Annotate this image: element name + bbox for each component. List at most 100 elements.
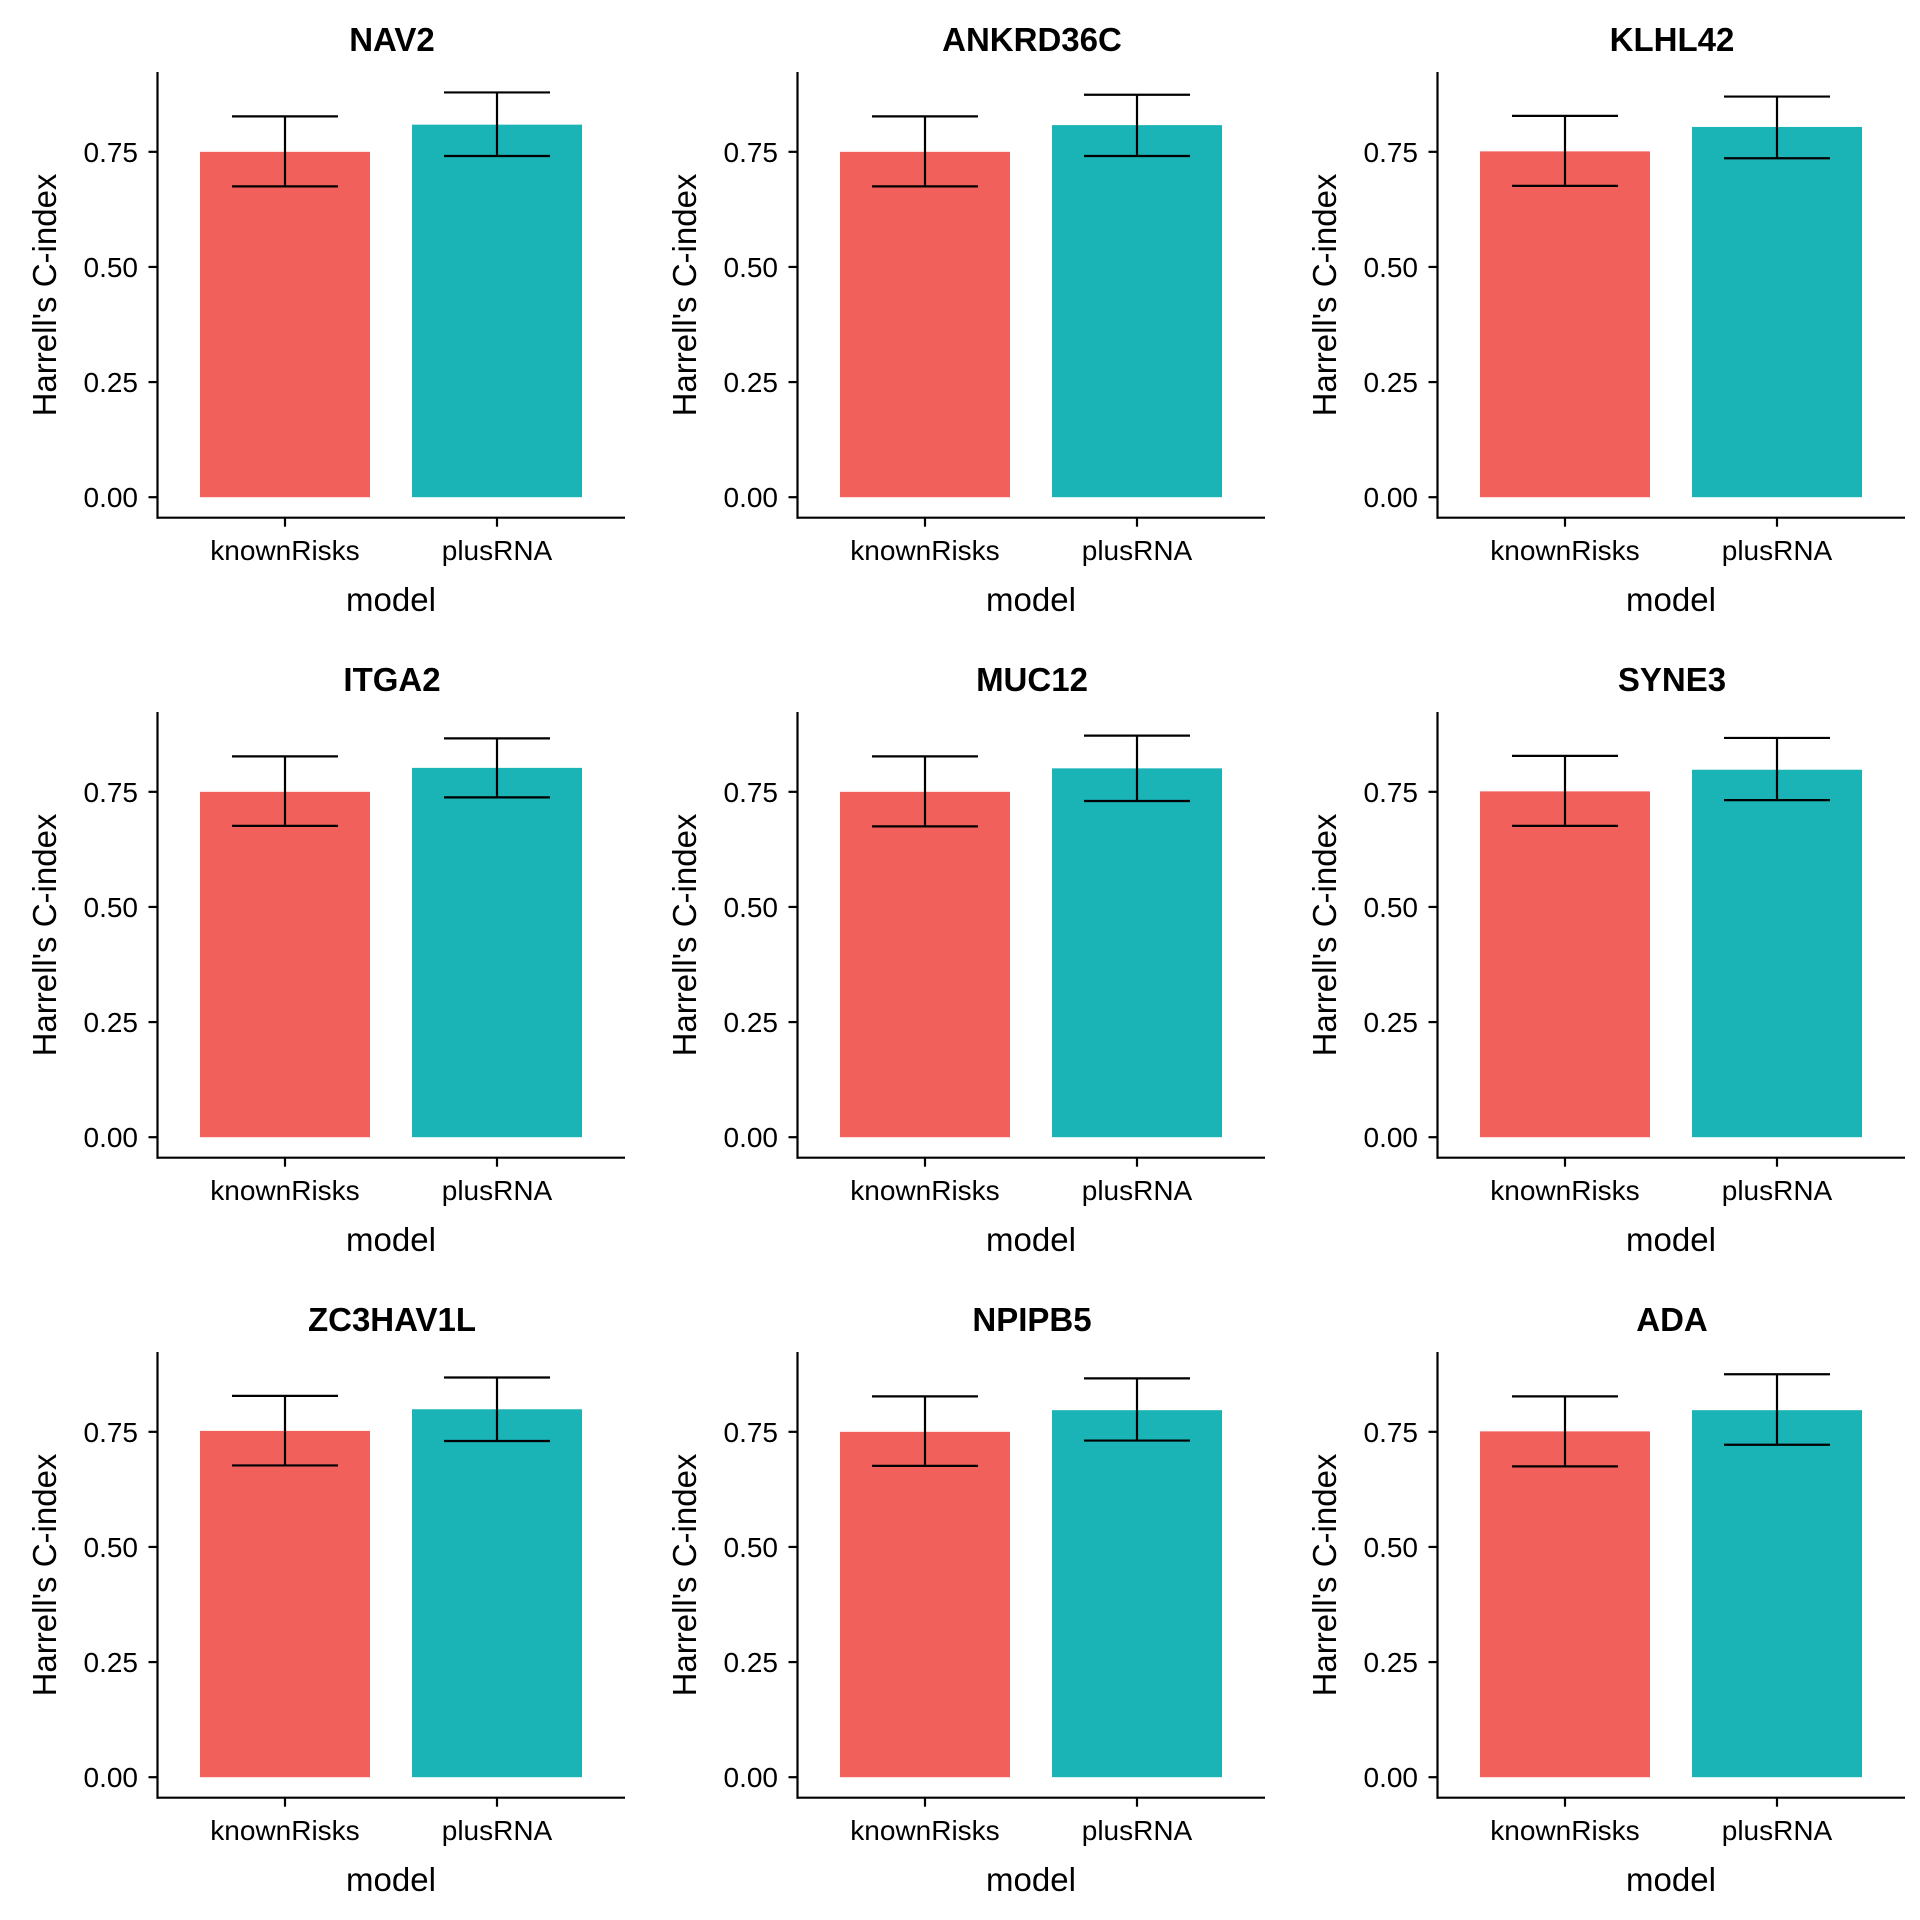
y-tick-label: 0.00: [724, 482, 779, 513]
x-axis-title: model: [1626, 1861, 1716, 1898]
y-tick-label: 0.75: [84, 777, 139, 808]
bar-knownRisks: [1480, 1431, 1650, 1778]
panel-title: NAV2: [349, 21, 435, 58]
y-tick-label: 0.50: [724, 252, 779, 283]
x-tick-label: plusRNA: [1722, 535, 1833, 566]
errorbar-knownRisks: [1512, 754, 1618, 828]
x-tick-label: plusRNA: [442, 535, 553, 566]
panel-title: KLHL42: [1610, 21, 1735, 58]
panel-npipb5: NPIPB5 0.00 0.25 0.50 0.75 knownRisks plusRNAm…: [666, 1301, 1265, 1898]
bar-knownRisks: [840, 1431, 1010, 1778]
errorbar-plusRNA: [1724, 736, 1830, 802]
errorbar-knownRisks: [872, 115, 978, 188]
bar-plusRNA: [1692, 1410, 1862, 1778]
y-tick-label: 0.25: [724, 1647, 779, 1678]
y-tick-label: 0.50: [84, 1532, 139, 1563]
bar-knownRisks: [840, 791, 1010, 1138]
errorbar-knownRisks: [1512, 114, 1618, 188]
x-tick-label: knownRisks: [210, 535, 359, 566]
x-tick-label: plusRNA: [1082, 1815, 1193, 1846]
x-tick-label: knownRisks: [1490, 1175, 1639, 1206]
bar-plusRNA: [1692, 769, 1862, 1138]
errorbar-plusRNA: [444, 91, 550, 158]
y-axis-title: Harrell's C-index: [1306, 1453, 1343, 1696]
errorbar-knownRisks: [232, 1394, 338, 1467]
y-tick-label: 0.00: [84, 1762, 139, 1793]
panel-klhl42: KLHL42 0.00 0.25 0.50 0.75 knownRisks plusRNAm…: [1306, 21, 1905, 618]
y-tick-label: 0.50: [84, 252, 139, 283]
errorbar-plusRNA: [1084, 93, 1190, 158]
y-axis-title: Harrell's C-index: [1306, 173, 1343, 416]
bar-plusRNA: [1052, 125, 1222, 498]
panel-title: ZC3HAV1L: [308, 1301, 476, 1338]
panel-title: ADA: [1636, 1301, 1708, 1338]
bar-knownRisks: [200, 151, 370, 498]
y-tick-label: 0.75: [1364, 777, 1419, 808]
errorbar-plusRNA: [1724, 95, 1830, 160]
x-tick-label: knownRisks: [210, 1175, 359, 1206]
y-axis-title: Harrell's C-index: [26, 173, 63, 416]
y-tick-label: 0.75: [1364, 137, 1419, 168]
y-tick-label: 0.25: [84, 1007, 139, 1038]
bar-knownRisks: [1480, 151, 1650, 498]
x-axis-title: model: [1626, 581, 1716, 618]
x-axis-title: model: [346, 1221, 436, 1258]
errorbar-plusRNA: [1084, 1377, 1190, 1442]
errorbar-knownRisks: [232, 115, 338, 188]
y-axis-title: Harrell's C-index: [666, 813, 703, 1056]
y-tick-label: 0.00: [1364, 482, 1419, 513]
y-tick-label: 0.75: [1364, 1417, 1419, 1448]
y-axis-title: Harrell's C-index: [26, 1453, 63, 1696]
errorbar-plusRNA: [1084, 734, 1190, 803]
panel-ada: ADA 0.00 0.25 0.50 0.75 knownRisks plusRNAmode…: [1306, 1301, 1905, 1898]
panel-nav2: NAV2 0.00 0.25 0.50 0.75 knownRisks plusRNAmod…: [26, 21, 625, 618]
errorbar-knownRisks: [232, 755, 338, 828]
y-tick-label: 0.25: [1364, 1007, 1419, 1038]
x-tick-label: knownRisks: [850, 1815, 999, 1846]
x-axis-title: model: [1626, 1221, 1716, 1258]
errorbar-knownRisks: [872, 755, 978, 828]
panel-ankrd36c: ANKRD36C 0.00 0.25 0.50 0.75 knownRisks plusRN…: [666, 21, 1265, 618]
y-tick-label: 0.25: [1364, 367, 1419, 398]
panel-title: ITGA2: [343, 661, 440, 698]
y-tick-label: 0.75: [724, 137, 779, 168]
y-tick-label: 0.00: [1364, 1762, 1419, 1793]
y-tick-label: 0.50: [724, 892, 779, 923]
y-tick-label: 0.00: [84, 1122, 139, 1153]
x-tick-label: knownRisks: [1490, 1815, 1639, 1846]
y-tick-label: 0.25: [84, 367, 139, 398]
x-tick-label: plusRNA: [1082, 1175, 1193, 1206]
y-axis-title: Harrell's C-index: [26, 813, 63, 1056]
y-tick-label: 0.25: [724, 367, 779, 398]
bar-plusRNA: [412, 767, 582, 1138]
bar-knownRisks: [1480, 791, 1650, 1138]
y-tick-label: 0.00: [84, 482, 139, 513]
y-axis-title: Harrell's C-index: [1306, 813, 1343, 1056]
errorbar-knownRisks: [1512, 1395, 1618, 1468]
panel-zc3hav1l: ZC3HAV1L 0.00 0.25 0.50 0.75 knownRisks plusRN…: [26, 1301, 625, 1898]
bar-plusRNA: [1052, 768, 1222, 1138]
x-tick-label: plusRNA: [442, 1175, 553, 1206]
x-tick-label: plusRNA: [1722, 1175, 1833, 1206]
x-axis-title: model: [986, 581, 1076, 618]
x-tick-label: knownRisks: [850, 1175, 999, 1206]
y-tick-label: 0.25: [724, 1007, 779, 1038]
panel-muc12: MUC12 0.00 0.25 0.50 0.75 knownRisks plusRNAmo…: [666, 661, 1265, 1258]
y-tick-label: 0.75: [724, 777, 779, 808]
y-tick-label: 0.75: [84, 137, 139, 168]
bar-plusRNA: [412, 1409, 582, 1778]
bar-knownRisks: [840, 151, 1010, 498]
panel-syne3: SYNE3 0.00 0.25 0.50 0.75 knownRisks plusRNAmo…: [1306, 661, 1905, 1258]
bar-plusRNA: [1052, 1410, 1222, 1778]
errorbar-knownRisks: [872, 1395, 978, 1468]
y-tick-label: 0.75: [84, 1417, 139, 1448]
panel-title: MUC12: [976, 661, 1088, 698]
bar-knownRisks: [200, 1430, 370, 1778]
y-tick-label: 0.50: [724, 1532, 779, 1563]
panel-title: ANKRD36C: [942, 21, 1122, 58]
x-axis-title: model: [986, 1861, 1076, 1898]
x-tick-label: knownRisks: [1490, 535, 1639, 566]
y-tick-label: 0.00: [724, 1762, 779, 1793]
y-tick-label: 0.50: [84, 892, 139, 923]
errorbar-plusRNA: [1724, 1373, 1830, 1446]
